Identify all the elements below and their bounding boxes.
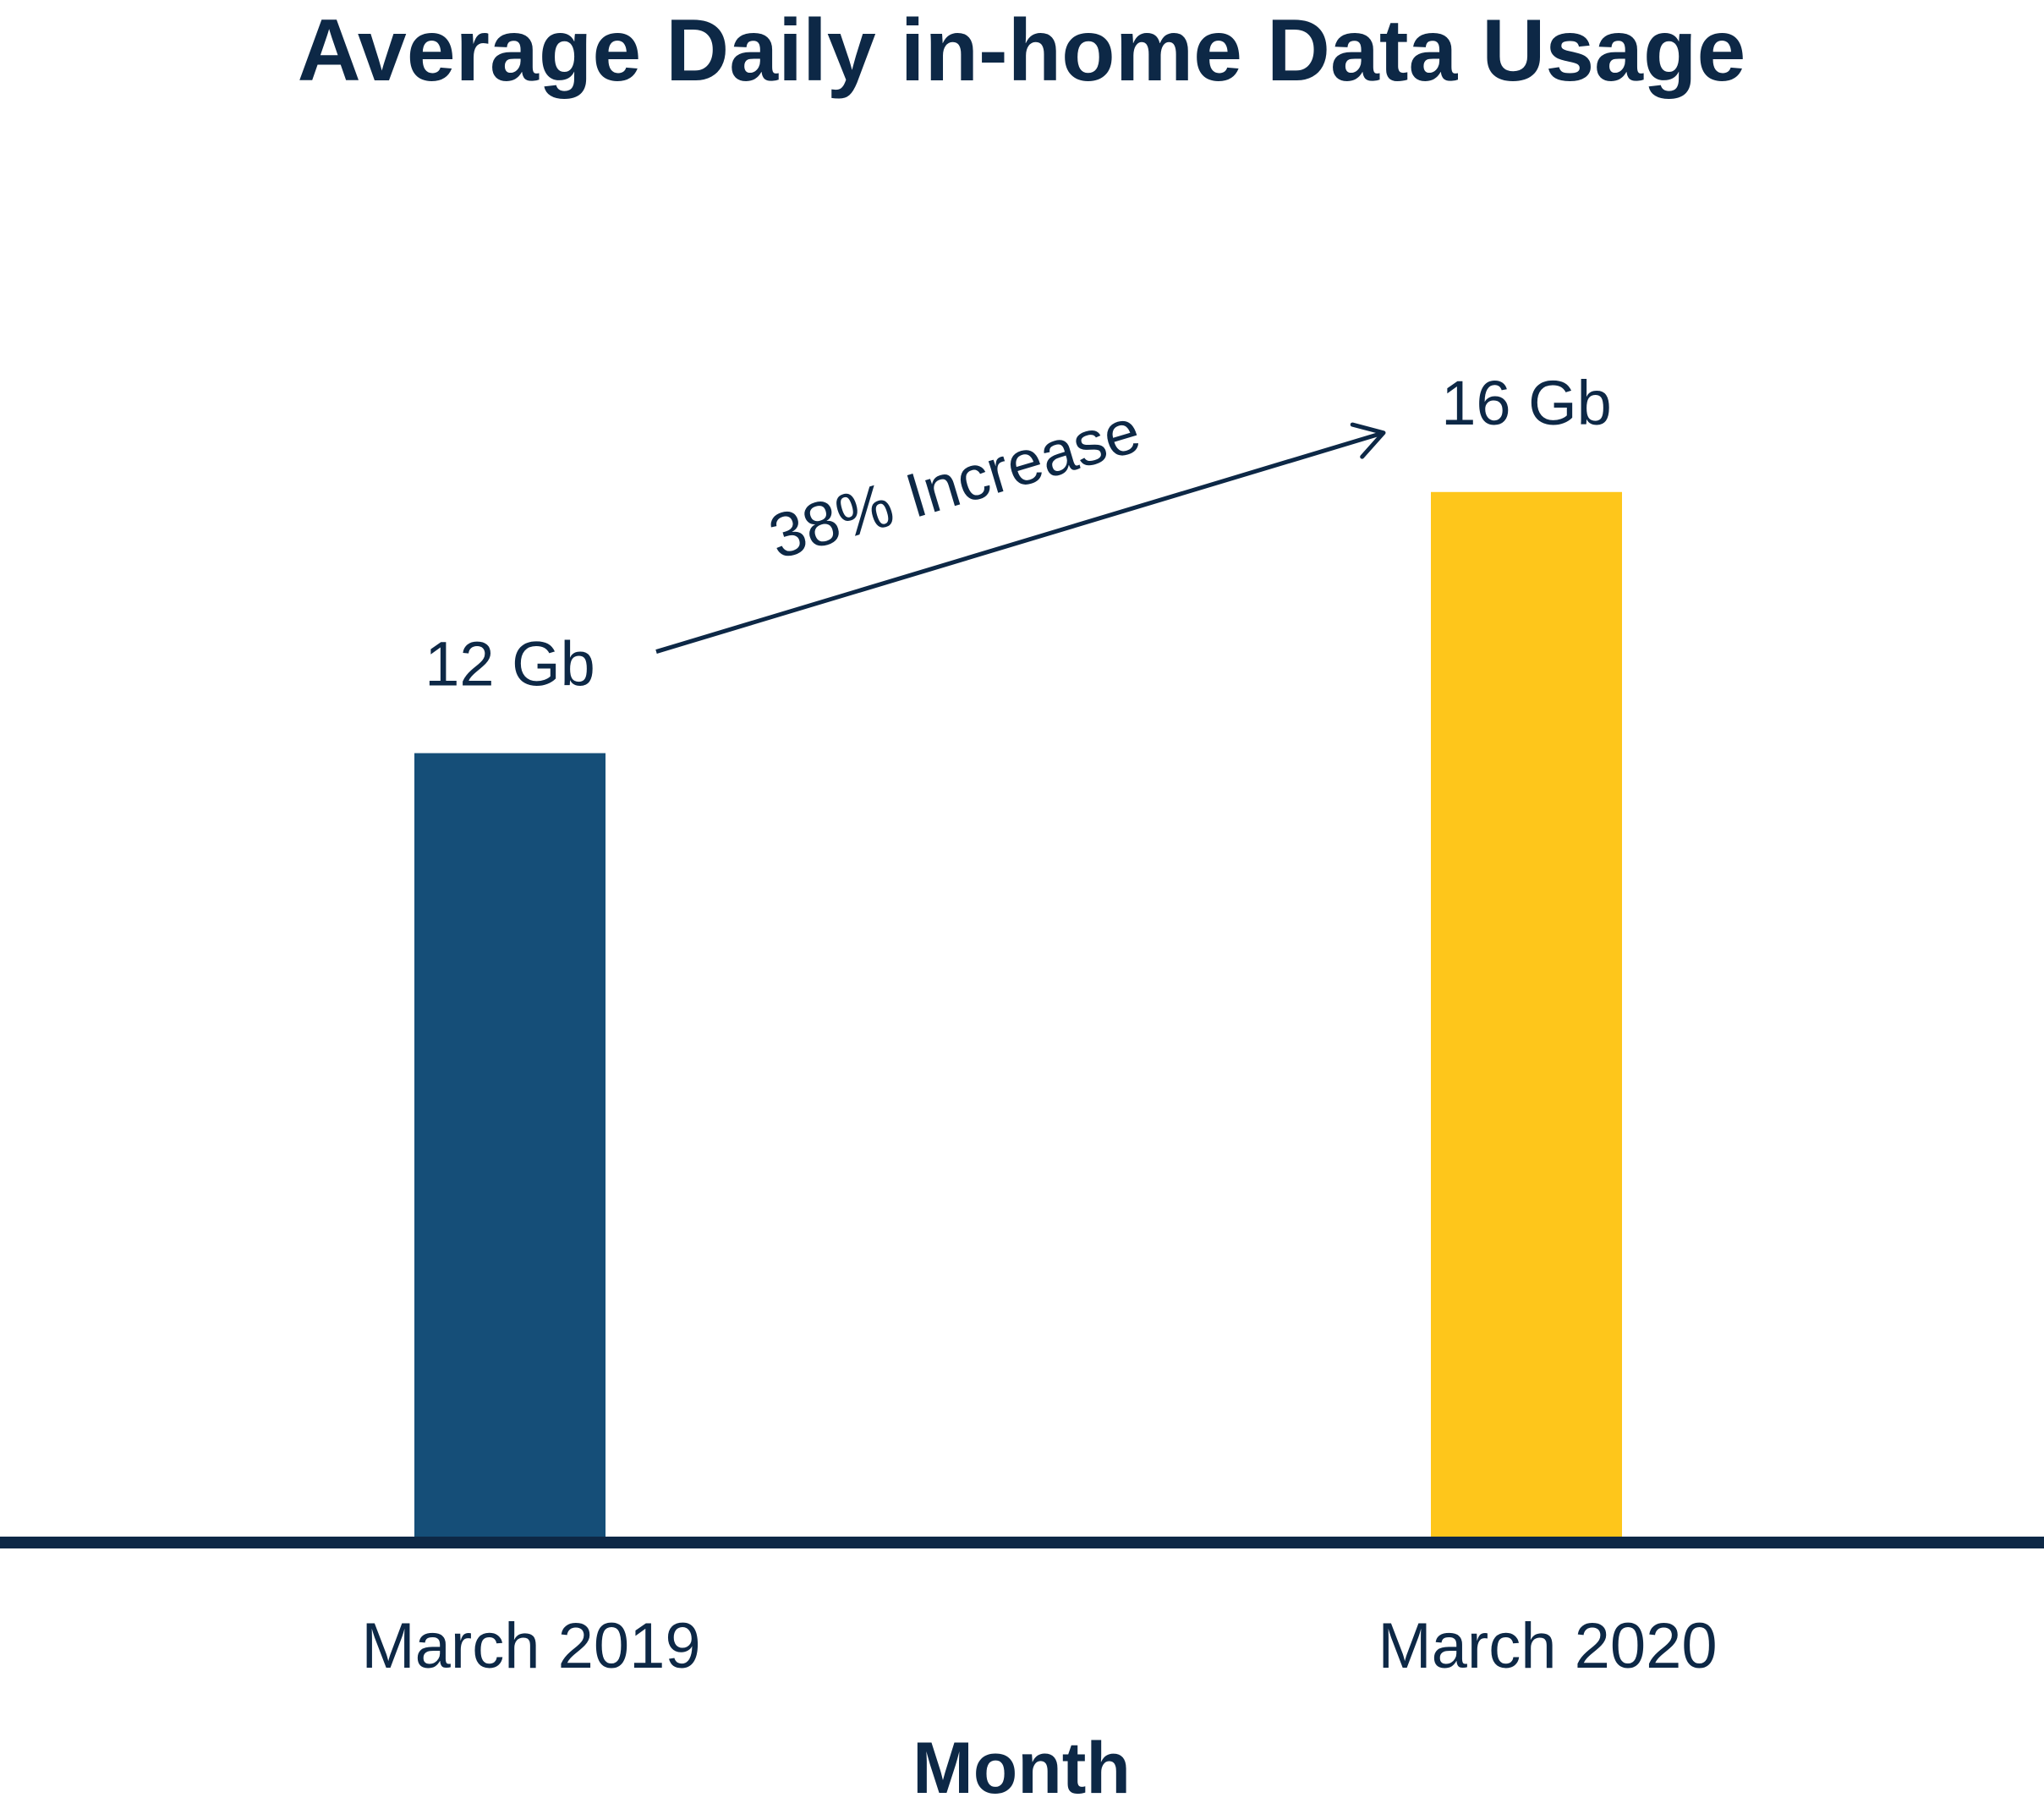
value-label-1: 12 Gb [425,629,595,699]
x-tick-label-2: March 2020 [1378,1610,1717,1682]
value-label-2: 16 Gb [1441,368,1612,438]
increase-arrow-head [1350,422,1386,459]
x-axis-tick-labels: March 2019 March 2020 [361,1610,1717,1682]
bars [414,491,1622,1537]
bar-2 [1431,491,1622,1537]
x-tick-label-1: March 2019 [361,1610,700,1682]
increase-annotation: 38% Increase [655,395,1386,654]
bar-1 [414,753,606,1537]
value-labels: 12 Gb 16 Gb [425,368,1612,699]
increase-annotation-label: 38% Increase [761,395,1148,573]
x-axis-title: Month [912,1728,1131,1809]
increase-arrow-line [655,430,1384,654]
chart-title: Average Daily in-home Data Usage [298,2,1746,100]
